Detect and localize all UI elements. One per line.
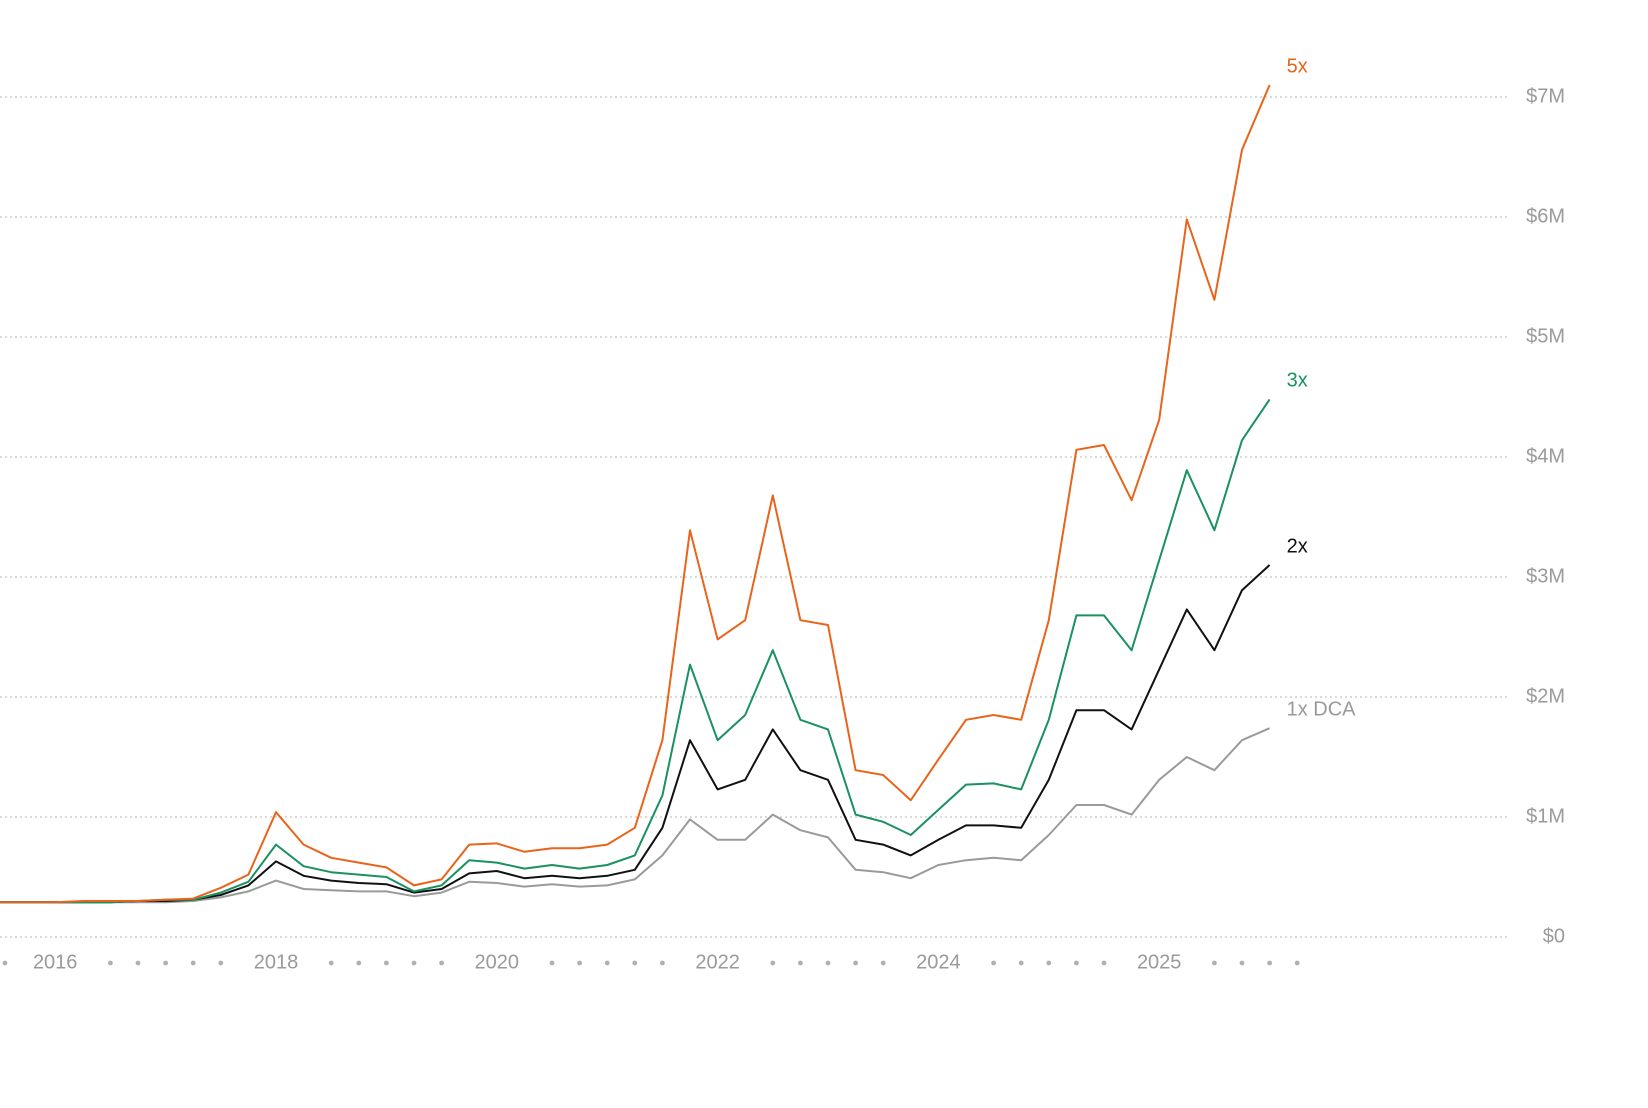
- axis-dot: [1018, 960, 1024, 966]
- axis-dot: [798, 960, 803, 966]
- axis-dot: [2, 960, 8, 966]
- series-label: 5x: [1287, 55, 1308, 77]
- y-tick-label: $0: [1543, 925, 1565, 947]
- axis-dot: [632, 960, 638, 966]
- x-tick-label: 2018: [254, 951, 299, 973]
- series-line: [0, 727, 1270, 904]
- axis-dot: [411, 960, 417, 966]
- y-tick-label: $3M: [1526, 565, 1565, 587]
- axis-dot: [825, 960, 831, 966]
- axis-dot: [853, 960, 858, 966]
- axis-dot: [163, 960, 169, 966]
- axis-dot: [1294, 960, 1300, 966]
- y-tick-label: $4M: [1526, 445, 1565, 467]
- series-label: 2x: [1287, 535, 1308, 557]
- axis-dot: [660, 960, 665, 966]
- x-tick-label: 2020: [475, 951, 520, 973]
- y-tick-label: $1M: [1526, 805, 1565, 827]
- y-tick-label: $2M: [1526, 685, 1565, 707]
- axis-dot: [1101, 960, 1107, 966]
- x-tick-label: 2025: [1137, 951, 1182, 973]
- axis-dot: [108, 960, 113, 966]
- axis-dot: [1046, 960, 1052, 966]
- axis-dot: [1239, 960, 1245, 966]
- axis-dot: [770, 960, 776, 966]
- axis-dot: [1074, 960, 1079, 966]
- y-tick-label: $5M: [1526, 325, 1565, 347]
- axis-dot: [549, 960, 555, 966]
- axis-dot: [991, 960, 996, 966]
- x-tick-label: 2022: [695, 951, 740, 973]
- axis-dot: [577, 960, 582, 966]
- x-tick-label: 2024: [916, 951, 961, 973]
- axis-dot: [135, 960, 141, 966]
- series-line: [0, 398, 1271, 904]
- axis-dot: [880, 960, 886, 966]
- axis-dot: [218, 960, 224, 966]
- axis-dot: [604, 960, 610, 966]
- axis-dot: [190, 960, 196, 966]
- series-label: 3x: [1287, 370, 1308, 392]
- series-line: [0, 84, 1271, 904]
- axis-dot: [1267, 960, 1272, 966]
- x-tick-label: 2016: [33, 951, 78, 973]
- axis-dot: [328, 960, 334, 966]
- axis-dot: [439, 960, 444, 966]
- series-label: 1x DCA: [1287, 698, 1357, 720]
- y-tick-label: $6M: [1526, 205, 1565, 227]
- y-tick-label: $7M: [1526, 85, 1565, 107]
- series-line: [0, 564, 1271, 904]
- axis-dot: [1212, 960, 1217, 966]
- axis-dot: [356, 960, 362, 966]
- axis-dot: [384, 960, 389, 966]
